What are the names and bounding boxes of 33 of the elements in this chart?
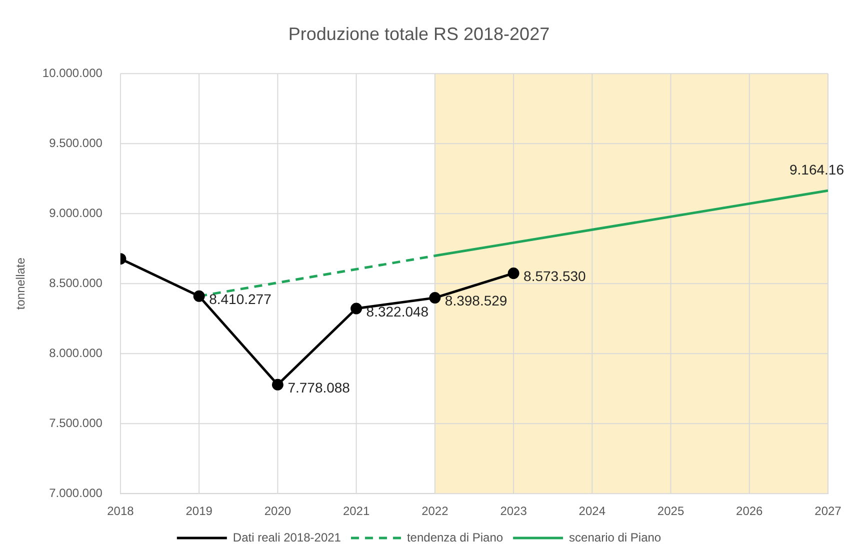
y-tick-label: 10.000.000 — [42, 66, 103, 80]
x-tick-label: 2022 — [422, 504, 449, 518]
y-tick-label: 9.000.000 — [49, 206, 103, 220]
x-tick-label: 2027 — [814, 504, 842, 518]
x-tick-label: 2026 — [736, 504, 764, 518]
x-tick-label: 2018 — [107, 504, 134, 518]
y-axis-title: tonnellate — [14, 257, 28, 310]
data-label: 8.398.529 — [444, 292, 508, 309]
chart-title: Produzione totale RS 2018-2027 — [288, 24, 550, 44]
point — [272, 378, 284, 390]
legend-label: Dati reali 2018-2021 — [232, 530, 342, 544]
x-tick-label: 2023 — [500, 504, 528, 518]
legend-label: tendenza di Piano — [406, 530, 504, 544]
point — [193, 290, 205, 302]
y-tick-label: 7.000.000 — [49, 486, 103, 500]
data-label: 8.573.530 — [524, 268, 586, 284]
legend-label: scenario di Piano — [569, 530, 662, 544]
data-label: 7.778.088 — [288, 380, 350, 396]
data-label: 8.322.048 — [366, 303, 429, 320]
x-tick-label: 2025 — [657, 504, 684, 518]
y-tick-label: 8.500.000 — [49, 276, 103, 290]
x-tick-label: 2020 — [264, 504, 292, 518]
data-label: 9.164.16 — [790, 161, 844, 178]
x-tick-label: 2019 — [186, 504, 213, 518]
data-label: 8.410.277 — [209, 291, 272, 308]
x-tick-label: 2024 — [578, 504, 606, 518]
point — [350, 302, 362, 314]
x-tick-label: 2021 — [342, 504, 370, 518]
y-tick-label: 7.500.000 — [49, 416, 103, 430]
point — [429, 292, 441, 304]
y-tick-label: 8.000.000 — [49, 346, 103, 360]
y-tick-label: 9.500.000 — [49, 136, 103, 150]
point — [508, 268, 520, 280]
